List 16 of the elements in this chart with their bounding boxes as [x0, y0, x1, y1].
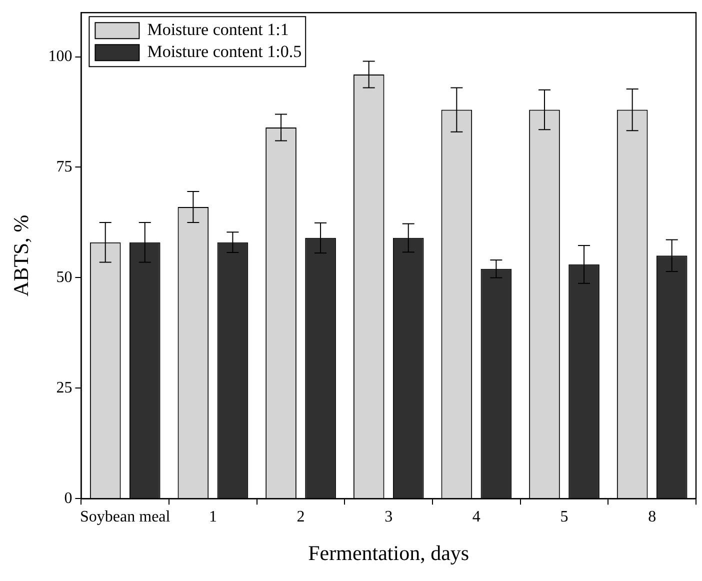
y-tick-label: 75: [56, 158, 72, 176]
x-tick-label: 3: [384, 508, 393, 526]
x-tick-label: 5: [560, 508, 568, 526]
x-tick-label: 2: [296, 508, 305, 526]
x-tick-label: 8: [648, 508, 656, 526]
y-axis-title: ABTS, %: [9, 214, 34, 296]
legend-label: Moisture content 1:0.5: [147, 42, 302, 62]
legend-label: Moisture content 1:1: [147, 20, 289, 40]
y-tick-label: 100: [48, 48, 72, 65]
y-tick-label: 0: [64, 490, 72, 507]
x-tick-label: Soybean meal: [80, 508, 171, 526]
x-tick-label: 4: [472, 508, 480, 526]
x-axis-title: Fermentation, days: [308, 540, 470, 565]
y-tick-label: 50: [56, 268, 72, 286]
y-tick-label: 25: [56, 379, 72, 396]
x-tick-label: 1: [208, 508, 217, 526]
